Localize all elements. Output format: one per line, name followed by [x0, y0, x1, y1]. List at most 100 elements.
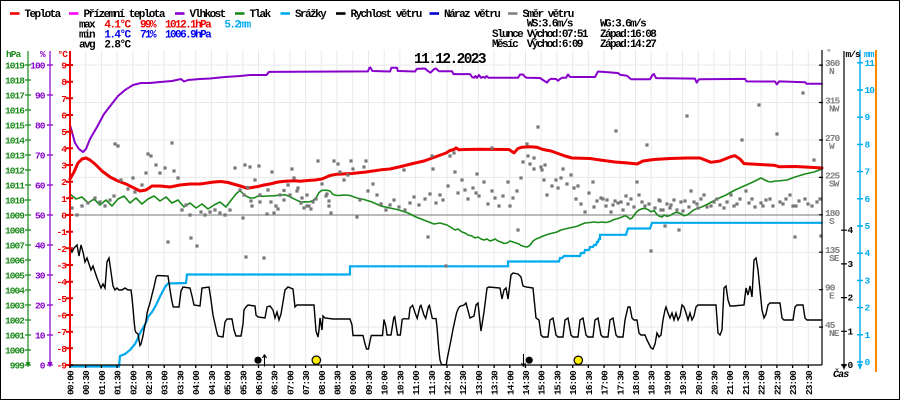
- svg-text:225: 225: [825, 170, 841, 181]
- svg-text:S: S: [829, 216, 835, 227]
- svg-text:mm: mm: [864, 49, 875, 60]
- svg-text:03:30: 03:30: [176, 370, 187, 395]
- svg-text:315: 315: [825, 96, 841, 107]
- svg-text:20: 20: [35, 301, 46, 312]
- svg-text:N: N: [829, 66, 835, 77]
- svg-text:07:30: 07:30: [301, 370, 312, 395]
- svg-text:04:00: 04:00: [191, 370, 202, 395]
- svg-text:1000: 1000: [5, 346, 25, 357]
- svg-text:1005: 1005: [5, 271, 25, 282]
- svg-text:45: 45: [825, 320, 836, 331]
- svg-text:12:30: 12:30: [458, 370, 469, 395]
- svg-text:1019: 1019: [5, 61, 25, 72]
- svg-text:1006: 1006: [5, 256, 25, 267]
- svg-text:13:00: 13:00: [474, 370, 485, 395]
- svg-text:8: 8: [61, 77, 67, 88]
- svg-text:7: 7: [865, 167, 871, 178]
- svg-text:Rychlost větru: Rychlost větru: [351, 9, 422, 21]
- svg-text:30: 30: [35, 271, 46, 282]
- svg-text:05:00: 05:00: [223, 370, 234, 395]
- svg-text:90: 90: [35, 91, 46, 102]
- svg-text:W: W: [829, 141, 835, 152]
- svg-text:10: 10: [35, 331, 46, 342]
- svg-text:07:00: 07:00: [285, 370, 296, 395]
- svg-text:8: 8: [865, 139, 871, 150]
- svg-text:Směr větru: Směr větru: [523, 9, 574, 21]
- svg-text:01:00: 01:00: [97, 370, 108, 395]
- svg-text:80: 80: [35, 121, 46, 132]
- svg-text:Teplota: Teplota: [25, 9, 62, 21]
- svg-text:3: 3: [865, 275, 871, 286]
- svg-text:Tlak: Tlak: [250, 9, 272, 21]
- svg-text:1018: 1018: [5, 76, 25, 87]
- svg-text:17:30: 17:30: [615, 370, 626, 395]
- svg-text:50: 50: [35, 211, 46, 222]
- svg-text:1010: 1010: [5, 196, 25, 207]
- svg-text:05:30: 05:30: [238, 370, 249, 395]
- svg-text:21:00: 21:00: [725, 370, 736, 395]
- svg-text:Čas: Čas: [833, 367, 849, 381]
- svg-text:40: 40: [35, 241, 46, 252]
- svg-text:-7: -7: [56, 327, 67, 338]
- svg-text:11:30: 11:30: [427, 370, 438, 395]
- svg-text:°: °: [826, 47, 831, 58]
- svg-text:Západ:16:08: Západ:16:08: [600, 29, 657, 41]
- svg-text:71%: 71%: [140, 30, 157, 42]
- svg-text:1011: 1011: [5, 181, 25, 192]
- svg-text:Srážky: Srážky: [295, 9, 327, 21]
- svg-text:E: E: [829, 291, 835, 302]
- svg-text:09:00: 09:00: [348, 370, 359, 395]
- svg-text:11: 11: [865, 58, 876, 69]
- svg-text:max: max: [79, 20, 96, 32]
- svg-text:Náraz větru: Náraz větru: [444, 9, 500, 21]
- svg-text:WG:3.6m/s: WG:3.6m/s: [600, 19, 646, 31]
- svg-text:hPa: hPa: [6, 49, 22, 60]
- svg-text:13:30: 13:30: [490, 370, 501, 395]
- svg-text:4: 4: [848, 225, 854, 236]
- svg-text:0: 0: [40, 361, 46, 372]
- svg-text:19:00: 19:00: [662, 370, 673, 395]
- svg-text:08:30: 08:30: [333, 370, 344, 395]
- svg-text:-3: -3: [56, 261, 67, 272]
- svg-text:2: 2: [865, 303, 871, 314]
- svg-text:1009: 1009: [5, 211, 25, 222]
- svg-text:11:00: 11:00: [411, 370, 422, 395]
- svg-text:14:00: 14:00: [505, 370, 516, 395]
- svg-text:2: 2: [848, 293, 854, 304]
- svg-text:1012.1hPa: 1012.1hPa: [165, 20, 212, 32]
- svg-text:1012: 1012: [5, 166, 25, 177]
- svg-text:°C: °C: [58, 49, 69, 60]
- svg-text:360: 360: [825, 58, 841, 69]
- svg-text:6: 6: [865, 194, 871, 205]
- svg-text:70: 70: [35, 151, 46, 162]
- svg-text:1014: 1014: [5, 136, 25, 147]
- svg-text:Přízemní teplota: Přízemní teplota: [84, 9, 166, 21]
- svg-text:Východ:07:51: Východ:07:51: [527, 29, 589, 41]
- svg-text:Západ:14:27: Západ:14:27: [600, 39, 656, 51]
- svg-text:2.8°C: 2.8°C: [104, 40, 131, 52]
- svg-text:15:00: 15:00: [537, 370, 548, 395]
- svg-text:18:30: 18:30: [647, 370, 658, 395]
- svg-text:19:30: 19:30: [678, 370, 689, 395]
- svg-text:1016: 1016: [5, 106, 25, 117]
- svg-text:1: 1: [865, 330, 871, 341]
- svg-text:-9: -9: [56, 361, 67, 372]
- svg-text:270: 270: [825, 133, 841, 144]
- svg-text:SE: SE: [829, 253, 840, 264]
- svg-text:08:00: 08:00: [317, 370, 328, 395]
- svg-text:1015: 1015: [5, 121, 25, 132]
- svg-text:06:30: 06:30: [270, 370, 281, 395]
- svg-text:1002: 1002: [5, 316, 25, 327]
- svg-text:-8: -8: [56, 344, 67, 355]
- svg-text:0: 0: [848, 360, 854, 371]
- svg-text:-2: -2: [56, 244, 67, 255]
- svg-text:14:30: 14:30: [521, 370, 532, 395]
- svg-text:-5: -5: [56, 294, 67, 305]
- svg-text:1006.9hPa: 1006.9hPa: [165, 30, 212, 42]
- svg-text:5.2mm: 5.2mm: [224, 20, 251, 32]
- svg-text:5: 5: [865, 221, 871, 232]
- svg-text:3: 3: [61, 161, 67, 172]
- svg-text:135: 135: [825, 245, 841, 256]
- svg-text:1004: 1004: [5, 286, 25, 297]
- svg-text:9: 9: [61, 61, 67, 72]
